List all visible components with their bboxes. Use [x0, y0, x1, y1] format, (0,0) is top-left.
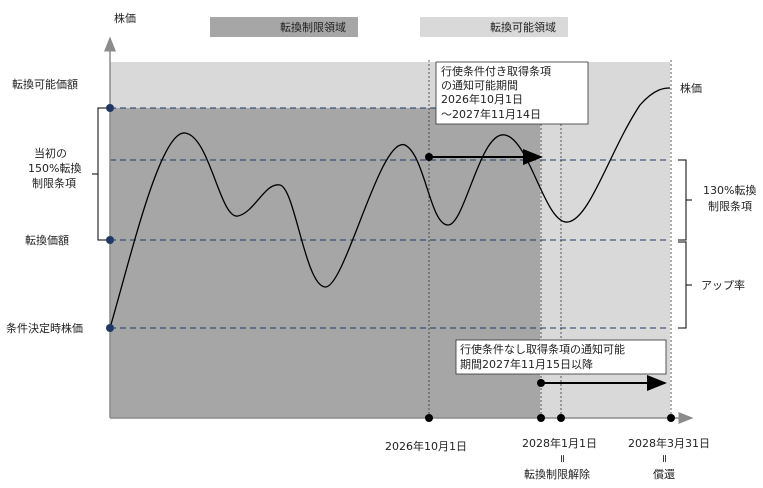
x-label-2026-10-01: 2026年10月1日 [385, 439, 467, 453]
bracket-150-label: 当初の 150%転換 制限条項 [28, 146, 85, 190]
x-label-d3-equals: = [658, 454, 671, 463]
callout-without-line1: 行使条件なし取得条項の通知可能 [460, 342, 625, 356]
legend-allowed-label: 転換可能領域 [490, 21, 556, 34]
legend-restricted-label: 転換制限領域 [280, 21, 346, 34]
callout-without-line2: 期間2027年11月15日以降 [460, 357, 593, 371]
y-axis-markers [106, 104, 114, 332]
reference-lines [110, 107, 670, 329]
callout-without-conditions-box [455, 339, 667, 375]
x-label-redemption: 償還 [653, 467, 675, 481]
callout-with-line4: ～2027年11月14日 [441, 107, 541, 121]
y-axis-title: 株価 [114, 11, 136, 25]
legend-restricted-swatch [210, 17, 358, 37]
bracket-130 [678, 159, 687, 241]
stock-line-label: 株価 [680, 81, 702, 95]
legend-allowed-swatch [420, 17, 568, 37]
callout-with-line2: の通知可能期間 [441, 78, 518, 92]
label-conversion-price: 転換価額 [25, 234, 69, 247]
callout-with-line3: 2026年10月1日 [441, 92, 523, 106]
up-rate-label: アップ率 [701, 278, 745, 292]
label-condition-stock-price: 条件決定時株価 [6, 321, 83, 335]
label-conversion-possible-price: 転換可能価額 [12, 77, 78, 91]
x-label-conversion-release: 転換制限解除 [524, 467, 590, 481]
x-label-2028-01-01: 2028年1月1日 [522, 436, 597, 450]
x-axis-markers [425, 414, 675, 422]
stock-price-curve [109, 87, 671, 329]
callout-with-line1: 行使条件付き取得条項 [441, 64, 551, 78]
x-label-2028-03-31: 2028年3月31日 [628, 436, 710, 450]
bracket-150 [97, 107, 106, 241]
bracket-up-rate [678, 241, 687, 329]
x-label-d2-equals: = [556, 454, 569, 463]
svg-text:行使条件なし取得条項の通知可能 期間2027年11月: 行使条件なし取得条項の通知可能 期間2027年11月15日以降 [460, 342, 629, 371]
callout-with-conditions-box [435, 61, 589, 125]
svg-text:行使条件付き取得条項 の通知可能期間 202: 行使条件付き取得条項 の通知可能期間 2026年10月1日 ～2027年11月1… [441, 64, 555, 121]
bracket-130-label: 130%転換 制限条項 [703, 184, 760, 213]
